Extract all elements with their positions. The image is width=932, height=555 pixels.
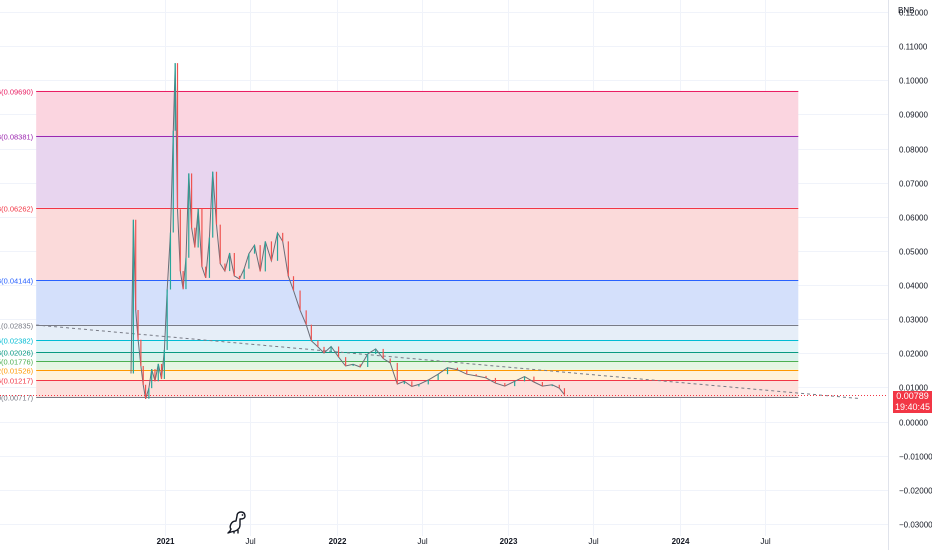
x-tick-label: Jul xyxy=(760,537,770,546)
currency-label: BNB xyxy=(898,6,914,15)
y-tick-label: 0.11000 xyxy=(899,43,928,52)
y-tick-label: 0.09000 xyxy=(899,111,928,120)
fib-level-label: 2.618(0.06262) xyxy=(0,205,34,214)
y-tick-label: 0.00000 xyxy=(899,419,928,428)
y-tick-label: 0.12000 xyxy=(899,9,928,18)
fib-level-label: 0.382(0.01526) xyxy=(0,367,34,376)
fib-zone xyxy=(36,90,799,136)
y-tick-label: 0.01000 xyxy=(899,384,928,393)
fib-zone xyxy=(36,280,799,325)
x-tick-label: 2022 xyxy=(329,537,347,546)
x-tick-label: Jul xyxy=(417,537,427,546)
fib-zone xyxy=(36,340,799,353)
fib-zone xyxy=(36,207,799,281)
fib-level-label: 0.618(0.02026) xyxy=(0,349,34,358)
price-series-layer xyxy=(0,63,888,399)
x-tick-label: Jul xyxy=(588,537,598,546)
y-tick-label: 0.05000 xyxy=(899,248,928,257)
fib-zone xyxy=(36,352,799,361)
y-tick-label: 0.08000 xyxy=(899,146,928,155)
dinosaur-icon[interactable] xyxy=(226,510,248,534)
y-tick-label: 0.04000 xyxy=(899,282,928,291)
fib-level-label: 1.618(0.04144) xyxy=(0,277,34,286)
y-tick-label: −0.03000 xyxy=(899,521,932,530)
fib-zone xyxy=(36,369,799,381)
last-price-tag: 0.00789 19:40:45 xyxy=(893,390,932,413)
y-tick-label: −0.02000 xyxy=(899,487,932,496)
fib-level-label: 4.236(0.09690) xyxy=(0,88,34,97)
fib-level-label: 0.786(0.02382) xyxy=(0,337,34,346)
last-price-value: 0.00789 xyxy=(896,390,929,401)
fib-level-label: 0(0.00717) xyxy=(0,394,34,403)
y-tick-label: 0.02000 xyxy=(899,350,928,359)
x-tick-label: 2023 xyxy=(500,537,518,546)
fib-zone xyxy=(36,135,799,208)
x-tick-label: Jul xyxy=(245,537,255,546)
y-tick-label: 0.10000 xyxy=(899,77,928,86)
fib-level-label: 3.618(0.08381) xyxy=(0,133,34,142)
fib-level-label: 1(0.02835) xyxy=(0,322,34,331)
y-tick-label: 0.07000 xyxy=(899,180,928,189)
axis-layer: BNB 0.12000 0.11000 0.10000 0.09000 0.08000 0… xyxy=(157,0,932,550)
y-tick-label: 0.03000 xyxy=(899,316,928,325)
bar-countdown: 19:40:45 xyxy=(894,401,931,412)
x-tick-label: 2021 xyxy=(157,537,175,546)
y-tick-label: 0.06000 xyxy=(899,214,928,223)
x-tick-label: 2024 xyxy=(672,537,690,546)
fib-retracement[interactable]: 0(0.00717)0.236(0.01217)0.382(0.01526)0.… xyxy=(0,88,799,403)
fib-zone xyxy=(36,360,799,370)
fib-zone xyxy=(36,380,799,398)
fib-zone xyxy=(36,324,799,341)
fib-level-label: 0.236(0.01217) xyxy=(0,377,34,386)
y-tick-label: −0.01000 xyxy=(899,453,932,462)
fib-level-label: 0.5(0.01776) xyxy=(0,358,34,367)
